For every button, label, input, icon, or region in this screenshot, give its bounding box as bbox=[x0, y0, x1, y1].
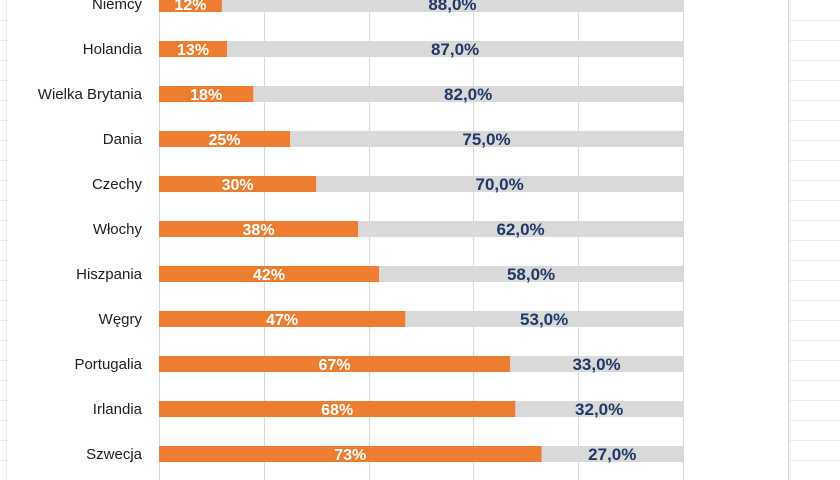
share-label-9: 68% bbox=[321, 402, 353, 419]
bar-share-0 bbox=[159, 0, 222, 12]
category-label-5: Włochy bbox=[93, 221, 143, 238]
share-label-1: 13% bbox=[177, 42, 209, 59]
rest-label-7: 53,0% bbox=[520, 310, 568, 329]
share-label-10: 73% bbox=[334, 447, 366, 464]
category-label-10: Szwecja bbox=[86, 446, 143, 463]
share-label-2: 18% bbox=[190, 87, 222, 104]
bar-rest-7 bbox=[405, 311, 683, 327]
chart-bars bbox=[159, 0, 683, 462]
bar-share-7 bbox=[159, 311, 406, 327]
bar-rest-6 bbox=[379, 266, 683, 282]
category-label-0: Niemcy bbox=[92, 0, 143, 13]
rest-label-10: 27,0% bbox=[588, 445, 636, 464]
share-label-8: 67% bbox=[319, 357, 351, 374]
rest-label-9: 32,0% bbox=[575, 400, 623, 419]
bar-share-2 bbox=[159, 86, 254, 102]
rest-label-5: 62,0% bbox=[496, 220, 544, 239]
share-label-6: 42% bbox=[253, 267, 285, 284]
category-label-2: Wielka Brytania bbox=[38, 86, 143, 103]
bar-share-8 bbox=[159, 356, 511, 372]
bar-rest-9 bbox=[515, 401, 683, 417]
bar-rest-0 bbox=[221, 0, 683, 12]
rest-label-0: 88,0% bbox=[428, 0, 476, 14]
bar-share-5 bbox=[159, 221, 359, 237]
bar-rest-1 bbox=[227, 41, 683, 57]
category-label-8: Portugalia bbox=[74, 356, 142, 373]
rest-label-1: 87,0% bbox=[431, 40, 479, 59]
bar-rest-8 bbox=[510, 356, 683, 372]
bar-rest-4 bbox=[316, 176, 683, 192]
rest-label-2: 82,0% bbox=[444, 85, 492, 104]
bar-share-6 bbox=[159, 266, 380, 282]
category-label-6: Hiszpania bbox=[76, 266, 143, 283]
category-label-7: Węgry bbox=[99, 311, 143, 328]
category-label-1: Holandia bbox=[83, 41, 143, 58]
category-label-9: Irlandia bbox=[93, 401, 143, 418]
bar-share-1 bbox=[159, 41, 228, 57]
rest-label-8: 33,0% bbox=[572, 355, 620, 374]
share-label-5: 38% bbox=[243, 222, 275, 239]
category-label-4: Czechy bbox=[92, 176, 143, 193]
share-label-3: 25% bbox=[208, 132, 240, 149]
rest-label-3: 75,0% bbox=[462, 130, 510, 149]
share-label-7: 47% bbox=[266, 312, 298, 329]
bar-share-10 bbox=[159, 446, 542, 462]
rest-label-4: 70,0% bbox=[475, 175, 523, 194]
bar-rest-10 bbox=[541, 446, 683, 462]
bar-share-4 bbox=[159, 176, 317, 192]
bar-share-3 bbox=[159, 131, 290, 147]
bar-rest-3 bbox=[290, 131, 683, 147]
chart-area-background bbox=[8, 0, 788, 480]
chart-labels: Niemcy 12% 88,0% Holandia 13% 87,0% Wielka Bry… bbox=[38, 0, 637, 464]
share-label-0: 12% bbox=[174, 0, 206, 14]
bar-rest-2 bbox=[253, 86, 683, 102]
category-label-3: Dania bbox=[103, 131, 143, 148]
bar-rest-5 bbox=[358, 221, 683, 237]
share-label-4: 30% bbox=[222, 177, 254, 194]
chart-gridlines bbox=[159, 0, 684, 480]
bar-share-9 bbox=[159, 401, 516, 417]
rest-label-6: 58,0% bbox=[507, 265, 555, 284]
sheet-column-lines bbox=[6, 0, 791, 480]
